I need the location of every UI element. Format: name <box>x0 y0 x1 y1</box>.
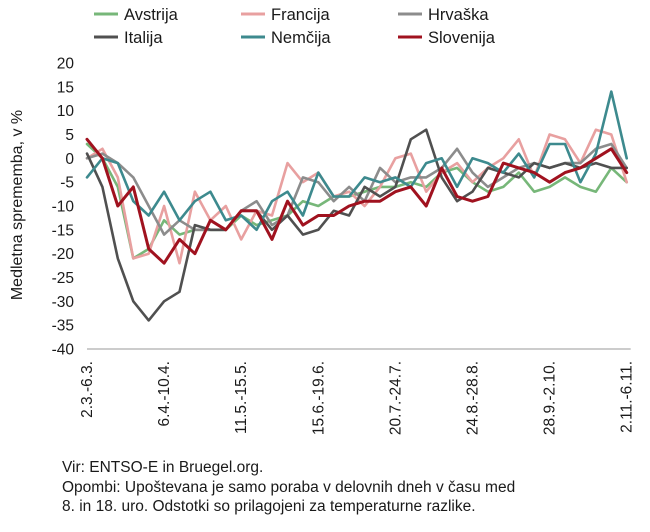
y-tick-label: -20 <box>52 246 75 263</box>
legend-label-italija: Italija <box>124 29 163 47</box>
y-tick-label: 0 <box>65 151 74 168</box>
legend-label-hrvaska: Hrvaška <box>428 6 489 24</box>
x-tick-label: 24.8.-28.8. <box>465 361 482 435</box>
legend-label-avstrija: Avstrija <box>124 6 179 24</box>
remarks-line-1: Opombi: Upoštevana je samo poraba v delo… <box>62 478 516 496</box>
x-tick-label: 20.7.-24.7. <box>387 361 404 435</box>
y-tick-label: 10 <box>57 103 75 120</box>
legend-label-nemcija: Nemčija <box>271 29 331 47</box>
y-tick-label: -10 <box>52 199 75 216</box>
y-tick-label: 20 <box>57 56 75 73</box>
y-tick-label: 15 <box>57 79 74 96</box>
series-line-slovenija <box>85 137 629 265</box>
remarks-line-2: 8. in 18. uro. Odstotki so prilagojeni z… <box>62 498 476 515</box>
legend-label-slovenija: Slovenija <box>428 29 496 47</box>
series-line-italija <box>85 128 629 322</box>
y-tick-label: -5 <box>60 175 74 192</box>
chart-notes: Vir: ENTSO-E in Bruegel.org. Opombi: Upo… <box>62 458 642 517</box>
series-line-nemcija <box>85 90 629 232</box>
y-tick-label: -35 <box>52 318 74 335</box>
x-tick-label: 2.11.-6.11. <box>619 361 636 433</box>
y-tick-label: -30 <box>52 294 75 311</box>
y-tick-label: -15 <box>52 222 74 239</box>
y-axis-title: Medletna sprememba, v % <box>9 110 26 300</box>
y-axis-ticks: 20 15 10 5 0 -5 -10 -15 -20 -25 -30 -35 -40 <box>52 56 75 359</box>
source-note: Vir: ENTSO-E in Bruegel.org. <box>62 459 264 476</box>
x-axis-ticks: 2.3.-6.3. 6.4.-10.4. 11.5.-15.5. 15.6.-19.6… <box>79 361 636 435</box>
line-chart: Avstrija Francija Hrvaška Italija Nemčija Slo… <box>9 6 636 435</box>
x-tick-label: 2.3.-6.3. <box>79 361 96 418</box>
chart-legend: Avstrija Francija Hrvaška Italija Nemčija Slo… <box>94 6 496 47</box>
x-tick-label: 28.9.-2.10. <box>542 361 559 435</box>
x-tick-label: 11.5.-15.5. <box>233 361 250 434</box>
y-tick-label: -25 <box>52 270 74 287</box>
x-tick-label: 15.6.-19.6. <box>310 361 327 435</box>
x-tick-label: 6.4.-10.4. <box>156 361 173 427</box>
y-tick-label: 5 <box>65 127 74 144</box>
y-tick-label: -40 <box>52 342 75 359</box>
chart-series <box>85 90 629 322</box>
legend-label-francija: Francija <box>271 6 331 24</box>
